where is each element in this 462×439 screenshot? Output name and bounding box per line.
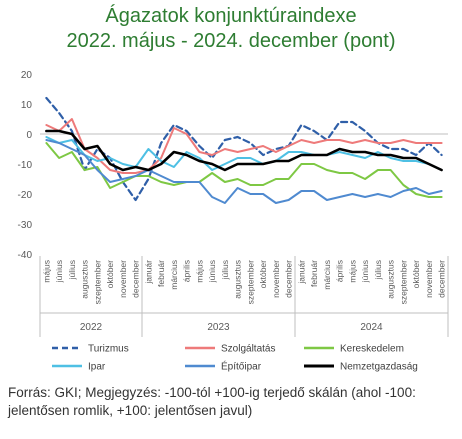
x-tick-label: június xyxy=(360,260,370,283)
x-tick-label: október xyxy=(258,260,268,289)
y-tick-label: 10 xyxy=(21,100,33,111)
x-tick-label: december xyxy=(131,260,141,298)
x-tick-label: június xyxy=(54,260,64,283)
x-tick-label: május xyxy=(347,260,357,283)
x-tick-label: március xyxy=(322,260,332,290)
year-label: 2024 xyxy=(360,322,383,333)
legend-label: Kereskedelem xyxy=(340,344,404,355)
series-line-szolg-ltat-s xyxy=(45,118,443,174)
year-label: 2022 xyxy=(80,322,103,333)
legend-label: Szolgáltatás xyxy=(221,344,275,355)
chart-title-block: Ágazatok konjunktúraindexe 2022. május -… xyxy=(0,4,462,54)
y-tick-label: -40 xyxy=(18,250,33,261)
x-tick-label: február xyxy=(156,260,166,287)
x-tick-label: november xyxy=(424,260,434,298)
series-line-nemzetgazdas-g xyxy=(45,129,443,172)
series-line-turizmus xyxy=(45,96,443,202)
y-tick-label: -20 xyxy=(18,190,33,201)
x-tick-label: január xyxy=(296,260,306,285)
y-tick-label: -30 xyxy=(18,220,33,231)
legend-label: Nemzetgazdaság xyxy=(340,362,418,373)
x-tick-label: március xyxy=(169,260,179,290)
x-tick-label: április xyxy=(335,260,345,282)
series-line-ipar xyxy=(45,136,443,171)
x-tick-label: július xyxy=(220,260,230,280)
legend-label: Ipar xyxy=(88,362,106,373)
series-line-kereskedelem xyxy=(45,142,443,198)
x-tick-label: december xyxy=(284,260,294,298)
series-layer xyxy=(45,96,443,204)
x-tick-label: október xyxy=(105,260,115,289)
x-tick-label: augusztus xyxy=(233,260,243,299)
source-note: Forrás: GKI; Megjegyzés: -100-tól +100-i… xyxy=(8,385,416,418)
x-tick-label: szeptember xyxy=(92,260,102,305)
x-tick-label: február xyxy=(309,260,319,287)
x-tick-label: október xyxy=(411,260,421,289)
x-tick-label: április xyxy=(182,260,192,282)
x-tick-label: január xyxy=(143,260,153,285)
x-tick-label: december xyxy=(437,260,447,298)
y-tick-label: 0 xyxy=(26,130,32,141)
series-line--p-t-ipar xyxy=(45,139,443,204)
x-tick-label: november xyxy=(118,260,128,298)
year-label: 2023 xyxy=(207,322,230,333)
y-tick-label: 20 xyxy=(21,70,33,81)
legend: Turizmus Szolgáltatás Kereskedelem Ipar Épít… xyxy=(52,344,418,373)
chart-subtitle: 2022. május - 2024. december (pont) xyxy=(66,30,396,52)
legend-label: Turizmus xyxy=(88,344,129,355)
x-tick-label: november xyxy=(271,260,281,298)
chart-title: Ágazatok konjunktúraindexe xyxy=(105,5,357,27)
x-tick-label: július xyxy=(373,260,383,280)
x-tick-label: május xyxy=(41,260,51,283)
x-tick-label: augusztus xyxy=(80,260,90,299)
x-tick-label: május xyxy=(194,260,204,283)
y-tick-label: -10 xyxy=(18,160,33,171)
x-tick-label: augusztus xyxy=(386,260,396,299)
x-tick-label: szeptember xyxy=(245,260,255,305)
legend-label: Építőipar xyxy=(221,360,262,373)
x-tick-label: szeptember xyxy=(398,260,408,305)
x-tick-label: július xyxy=(67,260,77,280)
x-tick-label: június xyxy=(207,260,217,283)
